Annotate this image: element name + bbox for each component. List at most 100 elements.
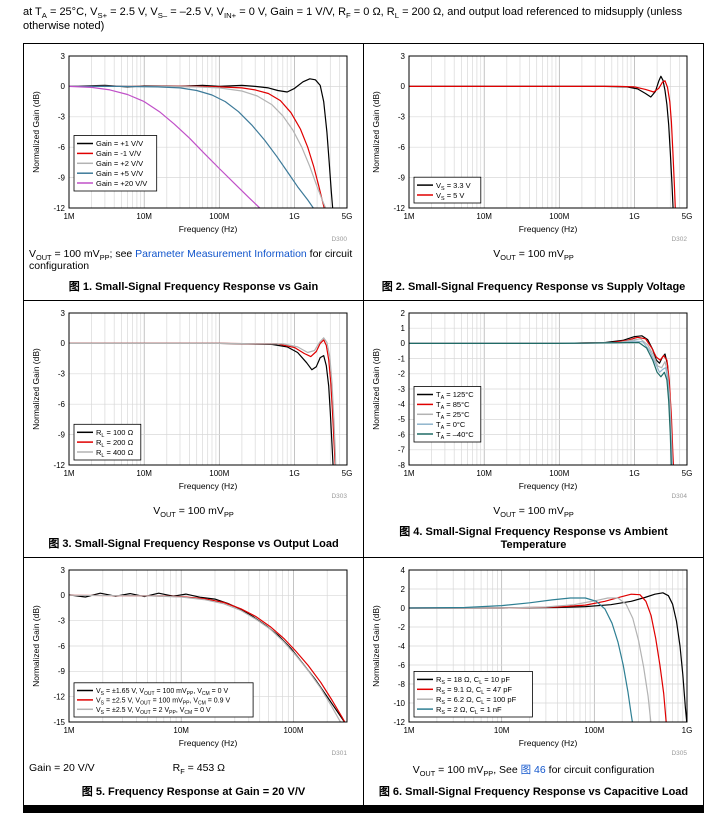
y-tick-label: -7 (397, 445, 405, 454)
x-tick-label: 1M (403, 212, 414, 221)
bottom-bar (23, 805, 704, 813)
y-tick-label: 2 (400, 308, 405, 317)
x-tick-label: 100M (283, 726, 303, 735)
series-group (68, 336, 336, 465)
series-line (68, 338, 336, 465)
figure-title: 图 4. Small-Signal Frequency Response vs … (399, 525, 668, 551)
y-tick-label: -3 (57, 616, 65, 625)
legend: VS = ±1.65 V, VOUT = 100 mVPP, VCM = 0 V… (73, 681, 254, 717)
svg-text:Gain = +2 V/V: Gain = +2 V/V (96, 159, 143, 168)
y-tick-label: -6 (57, 143, 65, 152)
series-line (68, 336, 336, 465)
y-tick-label: -4 (397, 641, 405, 650)
svg-text:VS = 5 V: VS = 5 V (436, 190, 464, 201)
series-line (68, 85, 261, 208)
series-line (408, 79, 676, 208)
svg-text:Gain = -1 V/V: Gain = -1 V/V (96, 149, 141, 158)
svg-text:VS = ±1.65 V, VOUT = 100 mVPP,: VS = ±1.65 V, VOUT = 100 mVPP, VCM = 0 V (96, 688, 229, 697)
x-tick-label: 1M (403, 469, 414, 478)
svg-text:TA = 25°C: TA = 25°C (436, 410, 470, 421)
svg-text:Gain = +20 V/V: Gain = +20 V/V (96, 178, 147, 187)
chart-caption: VOUT = 100 mVPP; see Parameter Measureme… (29, 247, 353, 272)
legend: TA = 125°CTA = 85°CTA = 25°CTA = 0°CTA =… (413, 385, 481, 442)
y-tick-label: -5 (397, 415, 405, 424)
y-tick-label: -9 (57, 430, 65, 439)
x-tick-label: 5G (681, 469, 692, 478)
plot-code: D305 (671, 750, 687, 757)
y-tick-label: -1 (397, 354, 405, 363)
series-line (408, 593, 667, 722)
svg-text:RL = 400 Ω: RL = 400 Ω (96, 447, 134, 458)
x-axis-label: Frequency (Hz) (178, 738, 237, 748)
chart-caption: VOUT = 100 mVPP, See 图 46 for circuit co… (412, 763, 655, 778)
x-tick-label: 10M (493, 726, 509, 735)
y-tick-label: -3 (397, 112, 405, 121)
y-tick-label: -9 (57, 667, 65, 676)
series-line (68, 594, 342, 722)
x-tick-label: 1G (629, 212, 640, 221)
series-group (408, 75, 676, 208)
chart-caption: VOUT = 100 mVPP (493, 247, 574, 262)
svg-text:RS = 6.2 Ω, CL = 100 pF: RS = 6.2 Ω, CL = 100 pF (436, 694, 517, 705)
caption-link[interactable]: 图 46 (520, 763, 546, 776)
y-tick-label: 2 (400, 584, 405, 593)
plot-code: D304 (671, 493, 687, 500)
x-tick-label: 1M (403, 726, 414, 735)
series-line (408, 596, 651, 722)
y-tick-label: -8 (397, 460, 405, 469)
y-tick-label: -12 (53, 692, 65, 701)
series-group (408, 334, 674, 465)
legend: RL = 100 ΩRL = 200 ΩRL = 400 Ω (73, 423, 141, 460)
y-axis-label: Normalized Gain (dB) (371, 605, 381, 687)
x-tick-label: 10M (476, 212, 492, 221)
y-tick-label: -12 (393, 203, 405, 212)
svg-text:TA = 85°C: TA = 85°C (436, 400, 470, 411)
y-tick-label: -2 (397, 369, 405, 378)
y-tick-label: -9 (397, 173, 405, 182)
series-line (68, 85, 314, 208)
chart-caption: VOUT = 100 mVPP (153, 504, 234, 519)
svg-text:VS = ±2.5 V, VOUT = 100 mVPP,: VS = ±2.5 V, VOUT = 100 mVPP, VCM = 0.9 … (96, 697, 230, 706)
chart-cell: 3 0 -3 -6 -9 -12 -15 1M 10M 100M VS = ±1.65 V, VOU… (24, 557, 364, 806)
x-axis-label: Frequency (Hz) (518, 481, 577, 491)
y-tick-label: -15 (53, 717, 65, 726)
plot-code: D303 (331, 493, 347, 500)
x-tick-label: 5G (681, 212, 692, 221)
x-tick-label: 100M (209, 469, 229, 478)
series-line (408, 591, 687, 722)
svg-text:TA = –40°C: TA = –40°C (436, 429, 474, 440)
x-tick-label: 5G (341, 212, 352, 221)
y-tick-label: -8 (397, 679, 405, 688)
x-tick-label: 100M (584, 726, 604, 735)
svg-text:RS = 2 Ω, CL = 1 nF: RS = 2 Ω, CL = 1 nF (436, 704, 502, 715)
figure-title: 图 1. Small-Signal Frequency Response vs … (68, 280, 319, 293)
figure-title: 图 3. Small-Signal Frequency Response vs … (48, 537, 339, 550)
svg-text:Gain = +5 V/V: Gain = +5 V/V (96, 168, 143, 177)
y-tick-label: 0 (60, 339, 65, 348)
caption-link[interactable]: Parameter Measurement Information (135, 247, 307, 260)
y-tick-label: 0 (400, 339, 405, 348)
svg-text:RS = 9.1 Ω, CL = 47 pF: RS = 9.1 Ω, CL = 47 pF (436, 685, 512, 696)
series-line (408, 341, 672, 465)
svg-text:RL = 100 Ω: RL = 100 Ω (96, 428, 134, 439)
x-tick-label: 1G (289, 469, 300, 478)
x-tick-label: 100M (209, 212, 229, 221)
y-axis-label: Normalized Gain (dB) (371, 91, 381, 173)
x-axis-label: Frequency (Hz) (518, 224, 577, 234)
series-line (68, 85, 325, 208)
x-tick-label: 10M (476, 469, 492, 478)
y-tick-label: 3 (60, 308, 65, 317)
y-axis-label: Normalized Gain (dB) (31, 348, 41, 430)
chart-plot: 2 1 0 -1 -2 -3 -4 -5 -6 -7 -81M 10M 100M 1G 5G TA = 125… (371, 308, 692, 500)
svg-text:TA = 125°C: TA = 125°C (436, 390, 474, 401)
svg-text:VS = 3.3 V: VS = 3.3 V (436, 180, 471, 191)
y-tick-label: 3 (60, 565, 65, 574)
x-axis-label: Frequency (Hz) (178, 481, 237, 491)
y-tick-label: 1 (400, 324, 405, 333)
y-tick-label: -3 (397, 384, 405, 393)
